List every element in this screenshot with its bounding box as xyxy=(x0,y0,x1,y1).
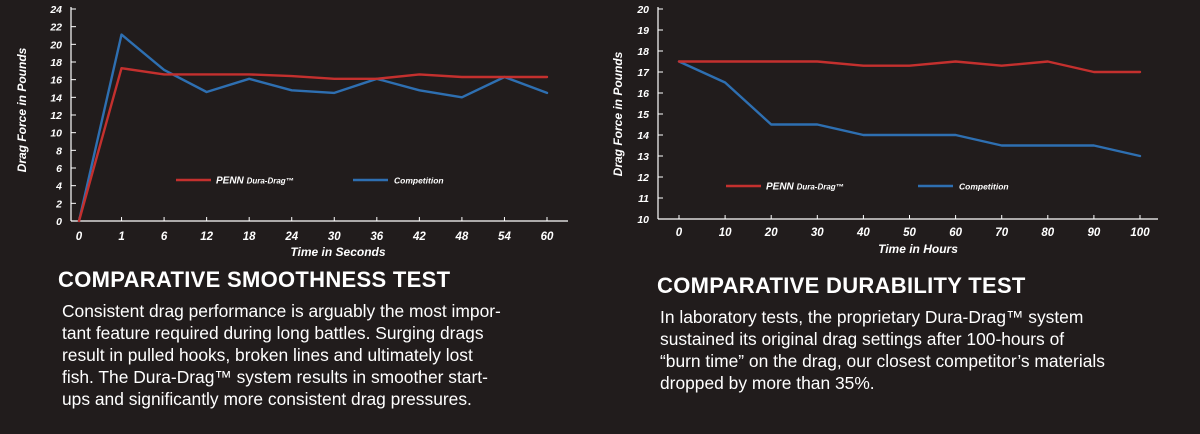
y-tick-label: 14 xyxy=(50,92,62,104)
x-tick-label: 0 xyxy=(676,227,683,239)
durability-chart: 10 11 12 13 14 15 16 17 18 19 20 0 10 20 30 40 50 60 70 80 9… xyxy=(611,4,1158,256)
y-tick-label: 4 xyxy=(55,181,62,193)
x-axis-label: Time in Seconds xyxy=(290,245,385,259)
durability-description: In laboratory tests, the proprietary Dur… xyxy=(660,306,1180,394)
durability-line: In laboratory tests, the proprietary Dur… xyxy=(660,307,1084,327)
x-tick-label: 80 xyxy=(1041,227,1054,239)
competition-series-line xyxy=(77,33,549,223)
x-tick-label: 20 xyxy=(764,227,778,239)
y-tick-label: 6 xyxy=(56,163,62,175)
y-axis-label: Drag Force in Pounds xyxy=(15,47,29,172)
smoothness-line: fish. The Dura-Drag™ system results in s… xyxy=(62,367,488,387)
y-tick-label: 10 xyxy=(637,214,649,226)
y-tick-label: 15 xyxy=(637,109,649,121)
legend-brand: PENN xyxy=(216,176,247,187)
y-tick-label: 12 xyxy=(637,172,649,184)
penn-series-line xyxy=(677,60,1142,74)
x-tick-label: 60 xyxy=(541,231,554,243)
x-tick-label: 1 xyxy=(118,231,124,243)
durability-heading: COMPARATIVE DURABILITY TEST xyxy=(657,273,1026,298)
x-tick-label: 24 xyxy=(284,231,298,243)
x-tick-label: 50 xyxy=(903,227,916,239)
y-tick-label: 10 xyxy=(50,128,62,140)
y-tick-label: 14 xyxy=(637,130,649,142)
x-tick-label: 40 xyxy=(856,227,870,239)
competition-series-line xyxy=(677,60,1142,158)
durability-line: sustained its original drag settings aft… xyxy=(660,329,1065,349)
y-tick-label: 17 xyxy=(637,67,650,79)
y-tick-label: 13 xyxy=(637,151,649,163)
x-tick-label: 70 xyxy=(995,227,1008,239)
legend: PENN Dura-Drag™ Competition xyxy=(176,176,444,187)
smoothness-line: tant feature required during long battle… xyxy=(62,323,484,343)
y-tick-label: 16 xyxy=(637,88,649,100)
y-axis-label: Drag Force in Pounds xyxy=(611,51,625,176)
y-tick-label: 16 xyxy=(50,75,62,87)
legend-label-competition: Competition xyxy=(394,176,444,186)
x-tick-label: 48 xyxy=(455,231,469,243)
y-tick-label: 22 xyxy=(49,22,62,34)
y-tick-label: 18 xyxy=(50,57,62,69)
x-axis-label: Time in Hours xyxy=(878,242,958,256)
smoothness-line: result in pulled hooks, broken lines and… xyxy=(62,345,473,365)
x-tick-label: 10 xyxy=(719,227,732,239)
y-tick-label: 11 xyxy=(638,193,649,205)
x-tick-label: 42 xyxy=(412,231,426,243)
y-tick-label: 0 xyxy=(56,216,62,228)
durability-line: “burn time” on the drag, our closest com… xyxy=(660,351,1105,371)
y-tick-label: 20 xyxy=(49,39,62,51)
x-tick-label: 30 xyxy=(328,231,341,243)
smoothness-line: ups and significantly more consistent dr… xyxy=(62,389,472,409)
y-tick-label: 2 xyxy=(55,198,62,210)
legend-label-penn: PENN Dura-Drag™ xyxy=(216,176,294,187)
y-tick-label: 8 xyxy=(56,145,62,157)
x-tick-label: 100 xyxy=(1130,227,1150,239)
legend-brand: PENN xyxy=(766,182,797,193)
x-tick-label: 54 xyxy=(498,231,511,243)
y-tick-label: 18 xyxy=(637,46,649,58)
y-tick-label: 12 xyxy=(50,110,62,122)
smoothness-heading: COMPARATIVE SMOOTHNESS TEST xyxy=(58,267,451,292)
legend-brand-suffix: Dura-Drag™ xyxy=(247,177,294,186)
x-tick-label: 12 xyxy=(200,231,213,243)
legend-label-competition: Competition xyxy=(959,182,1009,192)
penn-series-line xyxy=(77,66,549,223)
x-tick-label: 90 xyxy=(1088,227,1101,239)
durability-line: dropped by more than 35%. xyxy=(660,373,875,393)
x-tick-label: 6 xyxy=(161,231,168,243)
smoothness-description: Consistent drag performance is arguably … xyxy=(62,300,582,410)
smoothness-line: Consistent drag performance is arguably … xyxy=(62,301,501,321)
legend-brand-suffix: Dura-Drag™ xyxy=(797,183,844,192)
x-tick-label: 30 xyxy=(811,227,824,239)
y-tick-label: 24 xyxy=(49,4,62,16)
y-tick-label: 19 xyxy=(637,25,649,37)
y-tick-label: 20 xyxy=(636,4,649,16)
legend: PENN Dura-Drag™ Competition xyxy=(726,182,1009,193)
x-tick-label: 18 xyxy=(243,231,256,243)
legend-label-penn: PENN Dura-Drag™ xyxy=(766,182,844,193)
x-tick-label: 60 xyxy=(949,227,962,239)
x-tick-label: 36 xyxy=(370,231,383,243)
x-tick-label: 0 xyxy=(76,231,83,243)
